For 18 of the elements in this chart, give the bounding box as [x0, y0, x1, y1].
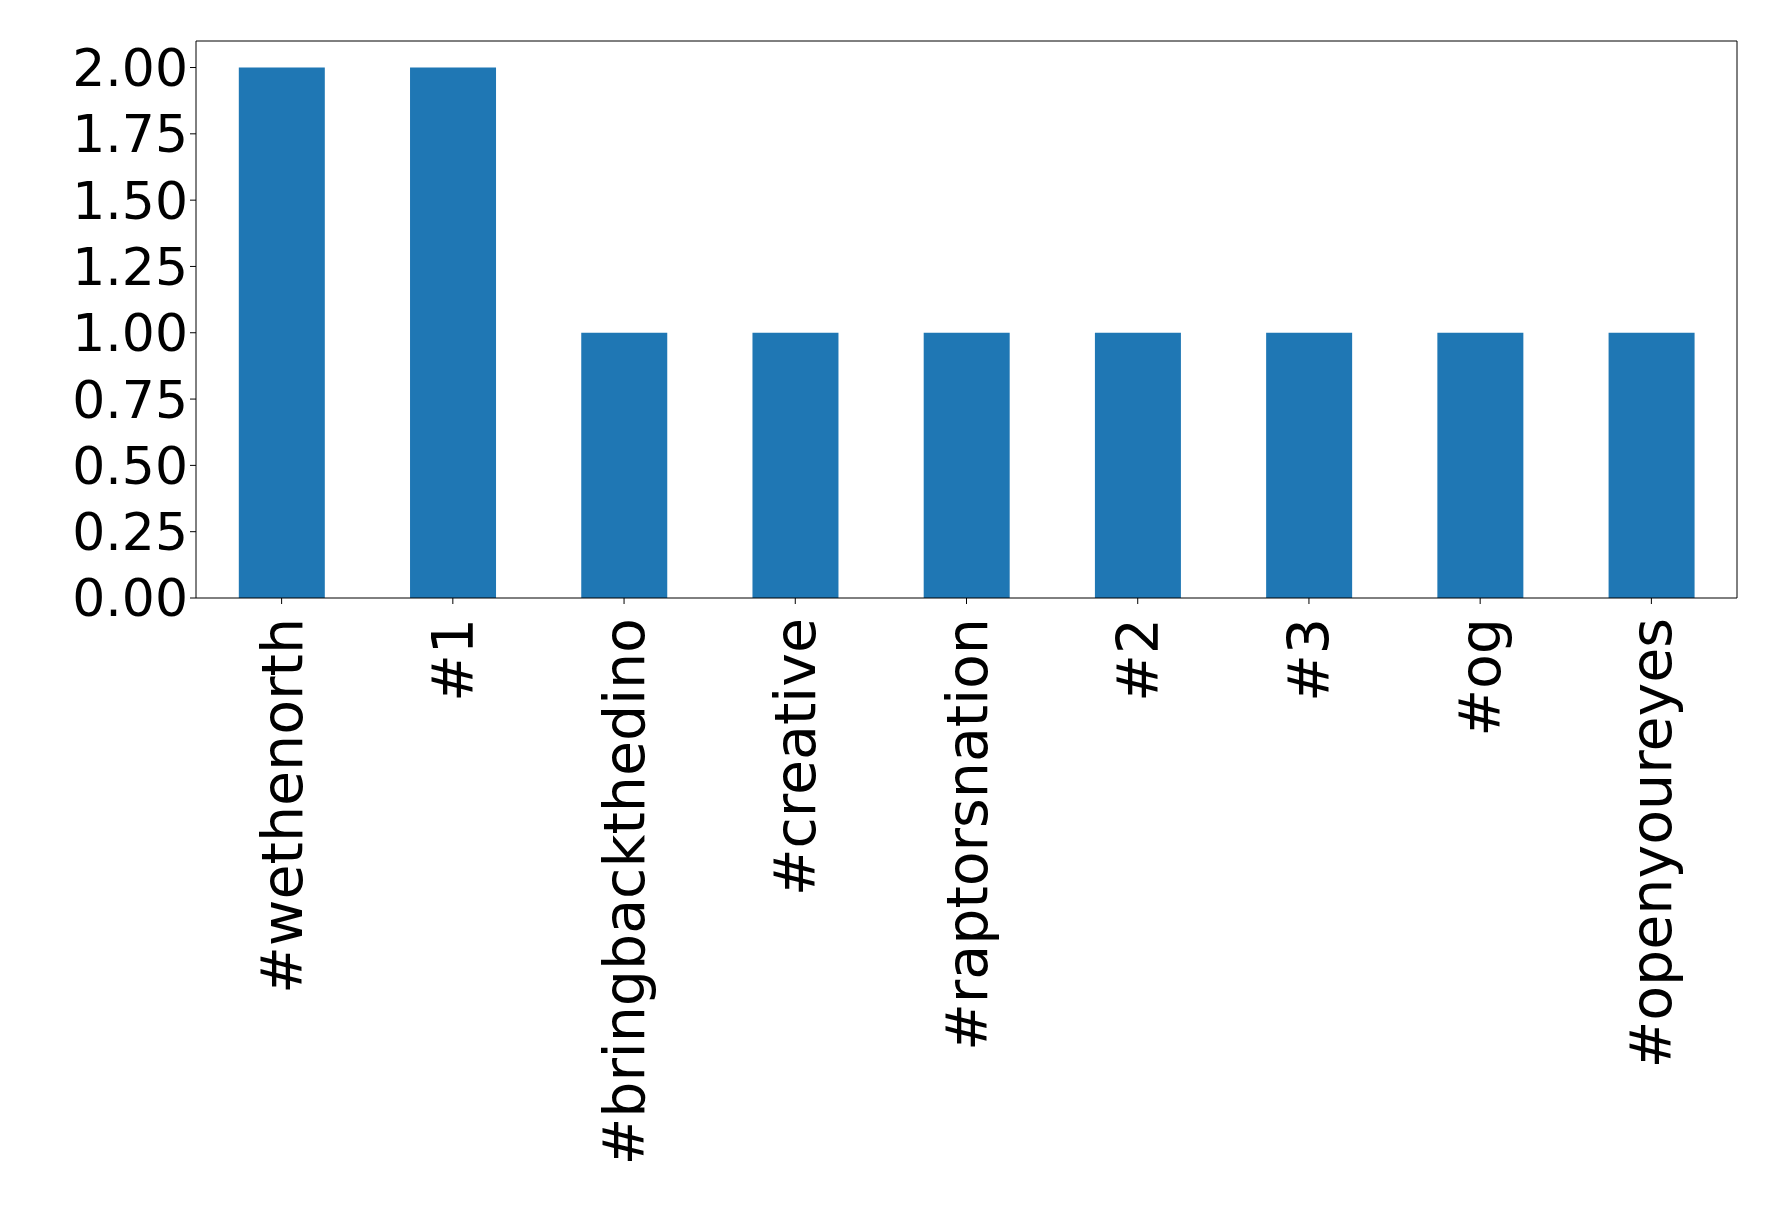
y-tick-label: 1.00: [72, 303, 188, 364]
y-tick-label: 1.50: [72, 170, 188, 231]
y-tick-label: 2.00: [72, 37, 188, 98]
y-tick-label: 0.25: [72, 502, 188, 563]
x-tick-label: #wethenorth: [248, 618, 315, 994]
x-tick-label: #openyoureyes: [1618, 618, 1685, 1069]
y-tick-label: 0.50: [72, 435, 188, 496]
x-tick-label: #3: [1275, 618, 1342, 703]
y-tick-label: 1.75: [72, 104, 188, 165]
x-tick-label: #creative: [762, 618, 829, 897]
x-tick-label: #bringbackthedino: [591, 618, 658, 1166]
y-tick-label: 0.75: [72, 369, 188, 430]
x-tick-label: #og: [1447, 618, 1514, 737]
x-tick-label: #raptorsnation: [933, 618, 1000, 1051]
y-tick-label: 0.00: [72, 568, 188, 629]
x-tick-label: #1: [419, 618, 486, 703]
y-tick-label: 1.25: [72, 236, 188, 297]
x-tick-label: #2: [1104, 618, 1171, 703]
